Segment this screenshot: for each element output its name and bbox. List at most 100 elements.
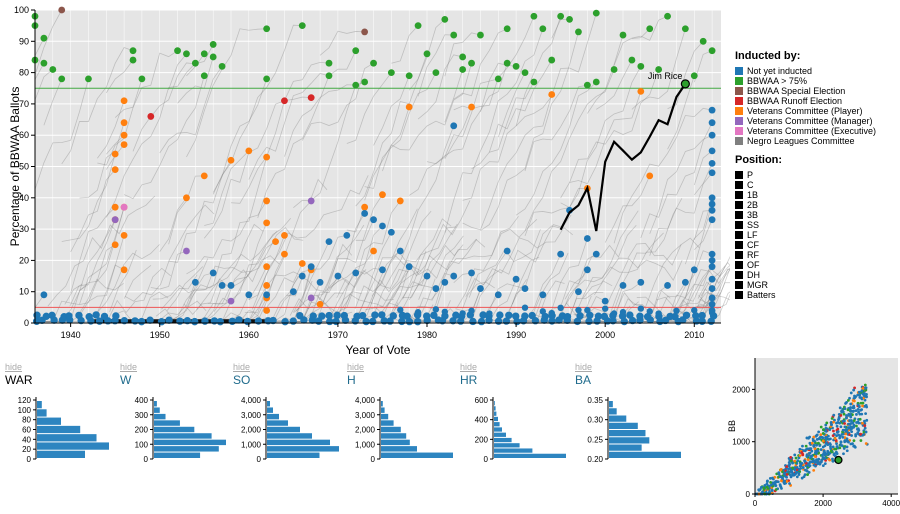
legend-item-inducted[interactable]: Veterans Committee (Manager): [735, 116, 895, 126]
x-tick-label: 1950: [150, 330, 170, 340]
scatter-point: [799, 462, 802, 466]
trajectory-line: [355, 219, 374, 241]
legend-item-position[interactable]: Batters: [735, 290, 895, 300]
scatter-point: [843, 407, 847, 411]
scatter-point: [824, 459, 828, 462]
histogram-title[interactable]: WAR: [5, 373, 33, 387]
position-label: CF: [747, 240, 759, 250]
scatter-point: [857, 390, 861, 394]
scatter-point: [828, 458, 832, 462]
y-tick-label: 90: [19, 36, 29, 46]
legend-item-inducted[interactable]: BBWAA > 75%: [735, 76, 895, 86]
data-point: [512, 312, 520, 320]
legend-item-position[interactable]: 1B: [735, 190, 895, 200]
trajectory-line: [462, 16, 562, 201]
trajectory-line: [203, 100, 285, 239]
data-point: [263, 282, 271, 289]
legend-item-position[interactable]: 3B: [735, 210, 895, 220]
scatter-point: [860, 389, 864, 393]
trajectory-line: [480, 62, 517, 112]
data-point: [325, 317, 334, 326]
histogram-tick-label: 2,000: [355, 426, 376, 435]
scatter-point: [838, 446, 842, 450]
data-point: [468, 269, 475, 277]
scatter-point: [839, 440, 843, 444]
legend-item-position[interactable]: 2B: [735, 200, 895, 210]
scatter-point: [781, 476, 784, 480]
scatter-point: [831, 457, 834, 461]
histogram-title[interactable]: SO: [233, 373, 251, 387]
data-point: [521, 69, 529, 76]
data-point: [209, 53, 217, 61]
trajectory-line: [166, 266, 204, 311]
legend-item-position[interactable]: C: [735, 180, 895, 190]
histogram-tick-label: 300: [135, 411, 149, 420]
y-tick-label: 50: [19, 162, 29, 172]
legend-item-position[interactable]: LF: [735, 230, 895, 240]
scatter-point: [797, 468, 801, 472]
data-point: [112, 312, 120, 320]
scatter-point: [862, 432, 866, 436]
histogram-bar: [494, 443, 520, 448]
data-point: [245, 147, 253, 155]
data-point: [111, 203, 119, 211]
trajectory-line: [266, 263, 303, 308]
histogram-title[interactable]: W: [120, 373, 132, 387]
trajectory-line: [512, 256, 540, 305]
trajectory-line: [453, 16, 535, 111]
scatter-point: [779, 468, 782, 472]
histogram-tick-label: 4,000: [355, 396, 376, 405]
histogram-title[interactable]: BA: [575, 373, 592, 387]
data-point: [521, 285, 529, 292]
hide-link[interactable]: hide: [5, 362, 23, 372]
legend-swatch: [735, 87, 743, 95]
histogram-tick-label: 1,000: [355, 440, 376, 449]
legend-item-inducted[interactable]: BBWAA Special Election: [735, 86, 895, 96]
histogram-tick-label: 0: [484, 455, 489, 464]
scatter-point: [774, 484, 778, 487]
data-point: [414, 22, 422, 30]
histogram-title[interactable]: H: [347, 373, 356, 387]
data-point: [566, 15, 573, 23]
scatter-point: [835, 434, 839, 438]
legend-item-position[interactable]: SS: [735, 220, 895, 230]
data-point: [165, 316, 173, 324]
legend-item-inducted[interactable]: Negro Leagues Committee: [735, 136, 895, 146]
legend-item-inducted[interactable]: Veterans Committee (Executive): [735, 126, 895, 136]
trajectory-line: [649, 134, 713, 234]
scatter-point: [816, 441, 820, 445]
hide-link[interactable]: hide: [233, 362, 251, 372]
legend-item-position[interactable]: P: [735, 170, 895, 180]
hide-link[interactable]: hide: [460, 362, 478, 372]
data-point: [530, 12, 538, 20]
histogram-title[interactable]: HR: [460, 373, 478, 387]
scatter-point: [845, 414, 848, 417]
legend-item-position[interactable]: MGR: [735, 280, 895, 290]
data-point: [521, 312, 529, 320]
data-point: [245, 291, 253, 299]
scatter-point: [805, 448, 808, 451]
legend-item-position[interactable]: CF: [735, 240, 895, 250]
legend-item-inducted[interactable]: BBWAA Runoff Election: [735, 96, 895, 106]
legend-item-position[interactable]: RF: [735, 250, 895, 260]
scatter-point: [802, 449, 806, 452]
hide-link[interactable]: hide: [575, 362, 593, 372]
scatter-point: [850, 430, 854, 434]
scatter-point: [785, 473, 789, 476]
data-point: [289, 288, 297, 296]
hide-link[interactable]: hide: [347, 362, 365, 372]
legend-item-inducted[interactable]: Veterans Committee (Player): [735, 106, 895, 116]
trajectory-line: [186, 28, 267, 158]
trajectory-line: [96, 244, 160, 313]
legend-item-inducted[interactable]: Not yet inducted: [735, 66, 895, 76]
legend-item-position[interactable]: OF: [735, 260, 895, 270]
hide-link[interactable]: hide: [120, 362, 138, 372]
data-point: [111, 150, 119, 158]
trajectory-line: [248, 73, 330, 180]
scatter-point: [856, 427, 859, 431]
data-point: [370, 216, 377, 224]
legend-label: Veterans Committee (Player): [747, 106, 863, 116]
legend-item-position[interactable]: DH: [735, 270, 895, 280]
scatter-point: [861, 387, 865, 390]
trajectory-line: [652, 289, 671, 313]
